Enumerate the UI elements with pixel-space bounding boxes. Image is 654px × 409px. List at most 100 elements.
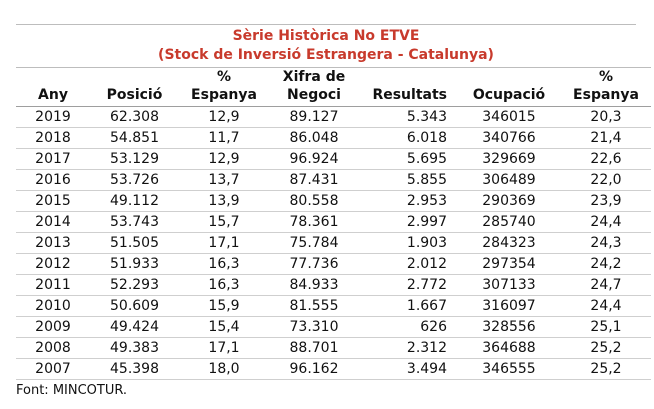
cell-resultats: 2.312 bbox=[359, 337, 457, 359]
table-row: 2007 45.398 18,0 96.162 3.494 346555 25,… bbox=[16, 358, 651, 380]
cell-xifra-negoci: 81.555 bbox=[269, 295, 359, 317]
cell-ocupacio: 284323 bbox=[457, 232, 561, 254]
header-percent-espanya-ocupacio-bottom: Espanya bbox=[573, 87, 639, 103]
cell-ocupacio: 329669 bbox=[457, 148, 561, 170]
cell-xifra-negoci: 87.431 bbox=[269, 169, 359, 191]
header-percent-espanya-ocupacio-top: % bbox=[598, 69, 614, 85]
cell-percent-espanya-ocupacio: 23,9 bbox=[561, 190, 651, 212]
cell-resultats: 1.667 bbox=[359, 295, 457, 317]
table-body: 2019 62.308 12,9 89.127 5.343 346015 20,… bbox=[16, 106, 651, 380]
cell-percent-espanya: 16,3 bbox=[179, 253, 269, 275]
cell-ocupacio: 346015 bbox=[457, 106, 561, 128]
cell-xifra-negoci: 84.933 bbox=[269, 274, 359, 296]
cell-percent-espanya-ocupacio: 24,7 bbox=[561, 274, 651, 296]
cell-xifra-negoci: 96.924 bbox=[269, 148, 359, 170]
table-row: 2012 51.933 16,3 77.736 2.012 297354 24,… bbox=[16, 253, 651, 275]
cell-percent-espanya-ocupacio: 24,2 bbox=[561, 253, 651, 275]
cell-resultats: 2.953 bbox=[359, 190, 457, 212]
cell-ocupacio: 316097 bbox=[457, 295, 561, 317]
document-sheet: Sèrie Històrica No ETVE (Stock de Invers… bbox=[16, 24, 651, 400]
cell-posicio: 54.851 bbox=[90, 127, 179, 149]
historical-series-table: Any Posició % Espanya Xifra de Negoci Re… bbox=[16, 67, 651, 380]
header-percent-espanya-bottom: Espanya bbox=[191, 87, 257, 103]
cell-percent-espanya-ocupacio: 22,0 bbox=[561, 169, 651, 191]
cell-any: 2015 bbox=[16, 190, 90, 212]
cell-percent-espanya: 17,1 bbox=[179, 337, 269, 359]
cell-percent-espanya-ocupacio: 24,3 bbox=[561, 232, 651, 254]
cell-percent-espanya-ocupacio: 20,3 bbox=[561, 106, 651, 128]
cell-any: 2013 bbox=[16, 232, 90, 254]
title-block: Sèrie Històrica No ETVE (Stock de Invers… bbox=[16, 24, 636, 65]
cell-ocupacio: 328556 bbox=[457, 316, 561, 338]
header-xifra-negoci: Xifra de Negoci bbox=[269, 67, 359, 107]
cell-resultats: 2.012 bbox=[359, 253, 457, 275]
cell-percent-espanya: 15,4 bbox=[179, 316, 269, 338]
header-any: Any bbox=[16, 67, 90, 107]
cell-ocupacio: 340766 bbox=[457, 127, 561, 149]
cell-ocupacio: 297354 bbox=[457, 253, 561, 275]
cell-percent-espanya: 15,9 bbox=[179, 295, 269, 317]
table-row: 2010 50.609 15,9 81.555 1.667 316097 24,… bbox=[16, 295, 651, 317]
cell-any: 2010 bbox=[16, 295, 90, 317]
cell-xifra-negoci: 73.310 bbox=[269, 316, 359, 338]
cell-posicio: 49.424 bbox=[90, 316, 179, 338]
table-row: 2009 49.424 15,4 73.310 626 328556 25,1 bbox=[16, 316, 651, 338]
header-any-bottom: Any bbox=[38, 87, 68, 103]
table-row: 2014 53.743 15,7 78.361 2.997 285740 24,… bbox=[16, 211, 651, 233]
cell-percent-espanya: 11,7 bbox=[179, 127, 269, 149]
header-row: Any Posició % Espanya Xifra de Negoci Re… bbox=[16, 67, 651, 107]
table-header: Any Posició % Espanya Xifra de Negoci Re… bbox=[16, 67, 651, 107]
cell-any: 2018 bbox=[16, 127, 90, 149]
cell-resultats: 626 bbox=[359, 316, 457, 338]
cell-resultats: 5.855 bbox=[359, 169, 457, 191]
table-row: 2015 49.112 13,9 80.558 2.953 290369 23,… bbox=[16, 190, 651, 212]
header-posicio-bottom: Posició bbox=[106, 87, 163, 103]
cell-percent-espanya-ocupacio: 25,2 bbox=[561, 358, 651, 380]
cell-percent-espanya: 16,3 bbox=[179, 274, 269, 296]
cell-posicio: 49.383 bbox=[90, 337, 179, 359]
cell-percent-espanya-ocupacio: 22,6 bbox=[561, 148, 651, 170]
cell-ocupacio: 307133 bbox=[457, 274, 561, 296]
cell-posicio: 49.112 bbox=[90, 190, 179, 212]
cell-percent-espanya: 18,0 bbox=[179, 358, 269, 380]
cell-resultats: 1.903 bbox=[359, 232, 457, 254]
cell-ocupacio: 290369 bbox=[457, 190, 561, 212]
cell-percent-espanya-ocupacio: 24,4 bbox=[561, 211, 651, 233]
cell-percent-espanya-ocupacio: 24,4 bbox=[561, 295, 651, 317]
cell-any: 2008 bbox=[16, 337, 90, 359]
table-row: 2019 62.308 12,9 89.127 5.343 346015 20,… bbox=[16, 106, 651, 128]
cell-resultats: 5.695 bbox=[359, 148, 457, 170]
cell-percent-espanya: 17,1 bbox=[179, 232, 269, 254]
cell-resultats: 2.997 bbox=[359, 211, 457, 233]
cell-percent-espanya: 13,7 bbox=[179, 169, 269, 191]
table-row: 2017 53.129 12,9 96.924 5.695 329669 22,… bbox=[16, 148, 651, 170]
table-row: 2013 51.505 17,1 75.784 1.903 284323 24,… bbox=[16, 232, 651, 254]
cell-resultats: 2.772 bbox=[359, 274, 457, 296]
header-percent-espanya-top: % bbox=[216, 69, 232, 85]
cell-xifra-negoci: 75.784 bbox=[269, 232, 359, 254]
cell-any: 2012 bbox=[16, 253, 90, 275]
header-resultats: Resultats bbox=[359, 67, 457, 107]
cell-posicio: 45.398 bbox=[90, 358, 179, 380]
cell-any: 2016 bbox=[16, 169, 90, 191]
cell-posicio: 53.129 bbox=[90, 148, 179, 170]
cell-posicio: 51.505 bbox=[90, 232, 179, 254]
cell-posicio: 52.293 bbox=[90, 274, 179, 296]
cell-posicio: 51.933 bbox=[90, 253, 179, 275]
cell-posicio: 53.743 bbox=[90, 211, 179, 233]
cell-xifra-negoci: 78.361 bbox=[269, 211, 359, 233]
table-row: 2016 53.726 13,7 87.431 5.855 306489 22,… bbox=[16, 169, 651, 191]
cell-any: 2009 bbox=[16, 316, 90, 338]
cell-percent-espanya: 12,9 bbox=[179, 106, 269, 128]
cell-any: 2017 bbox=[16, 148, 90, 170]
cell-resultats: 3.494 bbox=[359, 358, 457, 380]
table-row: 2018 54.851 11,7 86.048 6.018 340766 21,… bbox=[16, 127, 651, 149]
cell-percent-espanya-ocupacio: 25,1 bbox=[561, 316, 651, 338]
cell-xifra-negoci: 77.736 bbox=[269, 253, 359, 275]
header-xifra-negoci-bottom: Negoci bbox=[287, 87, 341, 103]
cell-any: 2019 bbox=[16, 106, 90, 128]
table-row: 2011 52.293 16,3 84.933 2.772 307133 24,… bbox=[16, 274, 651, 296]
cell-xifra-negoci: 80.558 bbox=[269, 190, 359, 212]
header-percent-espanya-ocupacio: % Espanya bbox=[561, 67, 651, 107]
header-percent-espanya: % Espanya bbox=[179, 67, 269, 107]
